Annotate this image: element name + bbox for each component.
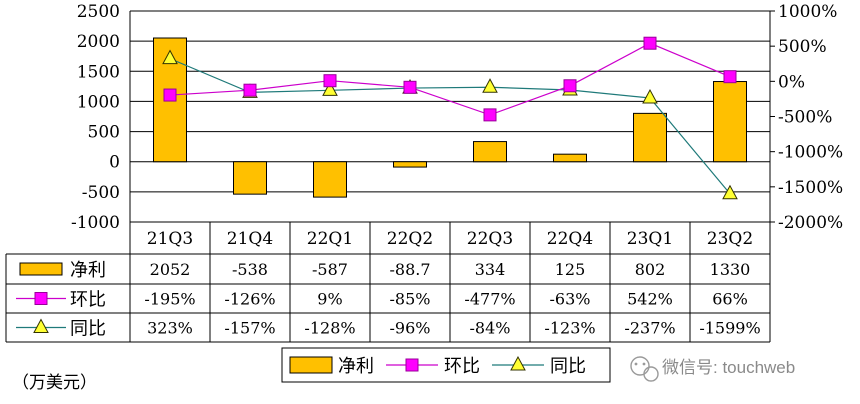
right-tick-label: -1000% xyxy=(778,143,843,163)
left-tick-label: 2000 xyxy=(77,32,120,52)
point-marker-square xyxy=(563,79,577,93)
point-marker-triangle xyxy=(642,88,658,104)
point-marker-square xyxy=(323,74,337,88)
bar xyxy=(473,141,507,163)
line-series xyxy=(162,36,738,200)
left-tick-label: -1000 xyxy=(71,213,120,233)
point-marker-triangle xyxy=(722,184,738,200)
series-line xyxy=(169,42,731,116)
point-marker-square xyxy=(405,358,419,372)
data-label: -237% xyxy=(624,319,675,338)
data-label: -63% xyxy=(550,290,591,309)
bar xyxy=(553,153,587,163)
category-label: 22Q4 xyxy=(547,229,593,249)
data-label: 9% xyxy=(317,290,342,309)
data-label: -85% xyxy=(390,290,431,309)
right-tick-label: -2000% xyxy=(778,213,843,233)
grid-lines xyxy=(130,10,770,223)
data-label: -96% xyxy=(390,319,431,338)
data-label: -128% xyxy=(304,319,355,338)
bar xyxy=(713,81,747,163)
data-label: 323% xyxy=(147,319,193,338)
data-label: -587 xyxy=(312,260,348,279)
category-label: 21Q4 xyxy=(227,229,273,249)
wechat-icon xyxy=(630,356,659,382)
left-tick-label: -500 xyxy=(82,183,120,203)
point-marker-square xyxy=(723,70,737,84)
data-label: -88.7 xyxy=(389,260,430,279)
point-marker-square xyxy=(403,80,417,94)
point-marker-triangle xyxy=(482,78,498,93)
data-label: 66% xyxy=(712,290,748,309)
row-header-label: 同比 xyxy=(70,319,106,340)
data-label: -1599% xyxy=(699,319,760,338)
data-label: 125 xyxy=(555,260,586,279)
axes: 2500 2000 1500 1000 500 0 -500 -1000 1000% 500% 0%… xyxy=(71,2,843,233)
data-label: 2052 xyxy=(150,260,191,279)
category-label: 23Q1 xyxy=(627,229,673,249)
right-tick-label: 1000% xyxy=(778,2,837,22)
bar xyxy=(313,161,347,198)
legend-label: 环比 xyxy=(444,356,480,377)
right-tick-label: 0% xyxy=(778,72,805,92)
row-header-label: 净利 xyxy=(70,260,106,281)
category-label: 22Q1 xyxy=(307,229,353,249)
row-header-label: 环比 xyxy=(70,290,106,311)
bar xyxy=(233,161,267,195)
data-table: 21Q3 21Q4 22Q1 22Q2 22Q3 22Q4 23Q1 23Q2 净利 2052 -5… xyxy=(5,222,771,343)
data-label: -84% xyxy=(470,319,511,338)
watermark-text: 微信号: touchweb xyxy=(662,358,795,377)
legend-label: 净利 xyxy=(338,356,374,377)
series-line xyxy=(169,58,731,195)
point-marker-triangle xyxy=(510,355,526,371)
left-tick-label: 2500 xyxy=(77,2,120,22)
data-label: -123% xyxy=(544,319,595,338)
bar xyxy=(633,112,667,163)
data-label: 802 xyxy=(635,260,666,279)
data-label: 334 xyxy=(475,260,506,279)
right-tick-label: 500% xyxy=(778,37,827,57)
watermark: 微信号: touchweb xyxy=(630,356,795,382)
left-tick-label: 1000 xyxy=(77,92,120,112)
point-marker-square xyxy=(643,36,657,50)
data-label: 1330 xyxy=(710,260,751,279)
data-label: -538 xyxy=(232,260,268,279)
category-label: 22Q3 xyxy=(467,229,513,249)
right-tick-label: -1500% xyxy=(778,178,843,198)
bar-series-net-profit xyxy=(153,37,747,198)
left-tick-label: 500 xyxy=(88,123,120,143)
point-marker-triangle xyxy=(33,318,49,333)
point-marker-triangle xyxy=(162,49,178,65)
data-label: -195% xyxy=(144,290,195,309)
data-label: 542% xyxy=(627,290,673,309)
data-label: -126% xyxy=(224,290,275,309)
point-marker-square xyxy=(163,88,177,102)
row-key-bar xyxy=(19,262,63,276)
left-tick-label: 1500 xyxy=(77,62,120,82)
point-marker-square xyxy=(243,83,257,97)
legend-box xyxy=(281,347,611,383)
point-marker-square xyxy=(483,108,497,122)
data-label: -477% xyxy=(464,290,515,309)
data-label: -157% xyxy=(224,319,275,338)
bar xyxy=(393,161,427,168)
category-label: 21Q3 xyxy=(147,229,193,249)
legend-label: 同比 xyxy=(550,356,586,377)
legend: 净利 环比 同比 xyxy=(281,347,611,383)
right-tick-label: -500% xyxy=(778,108,832,128)
unit-label: （万美元） xyxy=(12,373,97,393)
point-marker-square xyxy=(34,292,48,305)
category-label: 22Q2 xyxy=(387,229,433,249)
category-label: 23Q2 xyxy=(707,229,753,249)
point-marker-triangle xyxy=(322,81,338,96)
legend-key-bar xyxy=(289,356,333,374)
left-tick-label: 0 xyxy=(109,153,120,173)
